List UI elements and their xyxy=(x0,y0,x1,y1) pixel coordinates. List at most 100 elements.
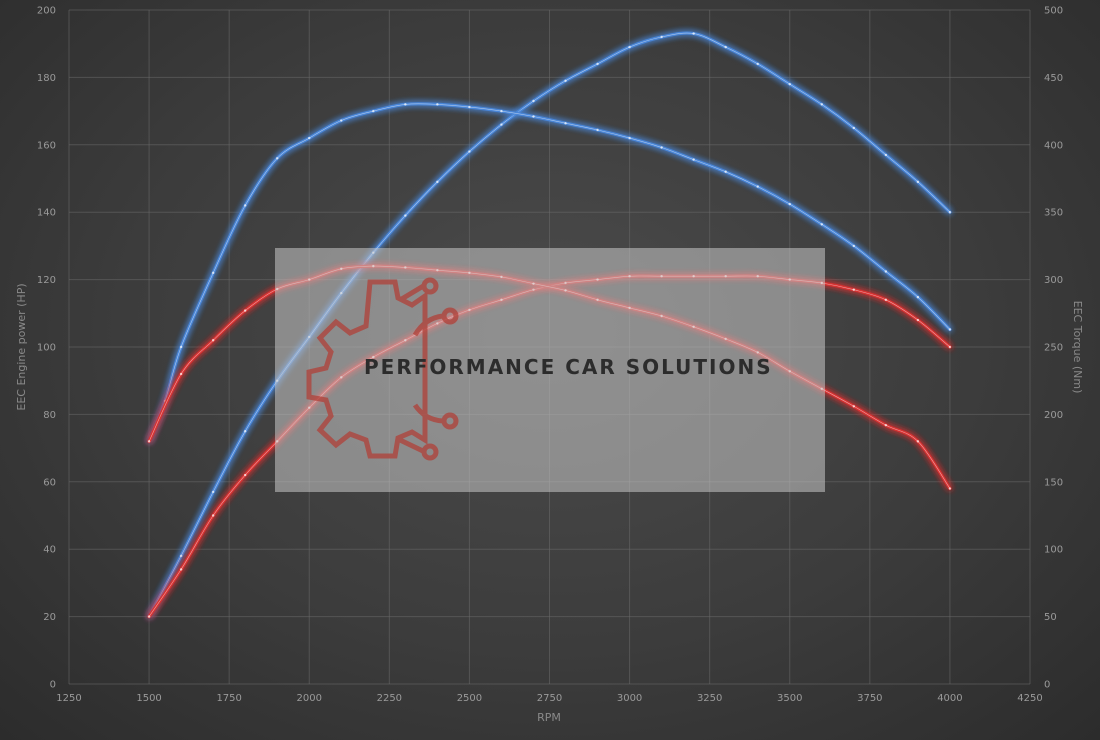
data-point xyxy=(500,109,503,113)
data-point xyxy=(884,270,888,273)
data-point xyxy=(756,62,759,66)
data-point xyxy=(147,615,151,618)
watermark-text: PERFORMANCE CAR SOLUTIONS xyxy=(364,355,773,379)
data-point xyxy=(468,150,471,153)
data-point xyxy=(596,128,599,132)
data-point xyxy=(436,103,439,106)
data-point xyxy=(372,109,375,113)
x-tick-label: 3750 xyxy=(857,693,882,704)
data-point xyxy=(532,99,535,103)
y-right-tick-label: 200 xyxy=(1044,410,1063,421)
data-point xyxy=(628,136,631,140)
data-point xyxy=(179,345,183,349)
data-point xyxy=(852,126,856,130)
data-point xyxy=(211,490,215,494)
y-right-tick-label: 500 xyxy=(1044,6,1063,17)
data-point xyxy=(211,339,215,342)
data-point xyxy=(884,153,888,157)
data-point xyxy=(724,45,727,49)
y-right-tick-label: 150 xyxy=(1044,477,1063,488)
data-point xyxy=(916,295,920,299)
y-left-tick-label: 160 xyxy=(37,140,56,151)
gear-circuit-icon xyxy=(306,277,459,461)
data-point xyxy=(211,514,215,517)
data-point xyxy=(852,288,856,291)
watermark: PERFORMANCE CAR SOLUTIONS xyxy=(275,248,825,492)
data-point xyxy=(179,372,183,376)
y-left-tick-label: 180 xyxy=(37,73,56,84)
data-point xyxy=(884,423,888,427)
data-point xyxy=(564,79,567,82)
data-point xyxy=(852,405,856,408)
y-right-tick-label: 400 xyxy=(1044,140,1063,151)
data-point xyxy=(756,185,759,188)
y-right-tick-label: 0 xyxy=(1044,680,1050,691)
x-tick-label: 4000 xyxy=(937,693,962,704)
data-point xyxy=(884,298,888,302)
y-axis-left-title: EEC Engine power (HP) xyxy=(15,283,28,410)
data-point xyxy=(147,440,151,443)
y-left-tick-label: 200 xyxy=(37,6,56,17)
data-point xyxy=(596,62,599,66)
y-left-tick-label: 140 xyxy=(37,208,56,219)
data-point xyxy=(852,244,856,248)
data-point xyxy=(788,82,791,86)
tick-labels: 1250 1500 1750 2000 2250 2500 2750 3000 3250 3500… xyxy=(37,6,1063,705)
data-point xyxy=(179,554,183,558)
x-tick-label: 1250 xyxy=(56,693,81,704)
x-tick-label: 1500 xyxy=(136,693,161,704)
data-point xyxy=(692,158,695,161)
x-tick-label: 2000 xyxy=(297,693,322,704)
data-point xyxy=(692,32,695,35)
x-tick-label: 2500 xyxy=(457,693,482,704)
x-tick-label: 3500 xyxy=(777,693,802,704)
data-point xyxy=(243,204,247,207)
y-left-tick-label: 80 xyxy=(43,410,56,421)
data-point xyxy=(916,180,920,184)
y-left-tick-label: 100 xyxy=(37,343,56,354)
x-tick-label: 2250 xyxy=(377,693,402,704)
data-point xyxy=(948,487,952,490)
data-point xyxy=(468,105,471,109)
y-left-tick-label: 40 xyxy=(43,545,56,556)
data-point xyxy=(500,123,503,126)
y-right-tick-label: 450 xyxy=(1044,73,1063,84)
data-point xyxy=(660,35,663,39)
x-tick-label: 2750 xyxy=(537,693,562,704)
x-tick-label: 3000 xyxy=(617,693,642,704)
data-point xyxy=(820,103,823,106)
data-point xyxy=(564,122,567,125)
data-point xyxy=(243,430,247,433)
y-right-tick-label: 350 xyxy=(1044,208,1063,219)
data-point xyxy=(532,115,535,118)
data-point xyxy=(660,146,663,149)
y-right-tick-label: 50 xyxy=(1044,612,1057,623)
data-point xyxy=(724,170,727,173)
y-left-tick-label: 0 xyxy=(50,680,56,691)
y-right-tick-label: 250 xyxy=(1044,343,1063,354)
x-tick-label: 4250 xyxy=(1017,693,1042,704)
data-point xyxy=(916,318,920,322)
data-point xyxy=(243,473,247,477)
data-point xyxy=(179,568,183,571)
y-right-tick-label: 100 xyxy=(1044,545,1063,556)
data-point xyxy=(788,202,791,206)
y-axis-right-title: EEC Torque (Nm) xyxy=(1071,301,1084,394)
data-point xyxy=(308,136,311,140)
y-left-tick-label: 60 xyxy=(43,477,56,488)
data-point xyxy=(948,345,952,349)
data-point xyxy=(948,211,952,214)
data-point xyxy=(404,103,407,106)
data-point xyxy=(404,214,407,217)
x-tick-label: 3250 xyxy=(697,693,722,704)
y-left-tick-label: 120 xyxy=(37,275,56,286)
data-point xyxy=(276,157,279,160)
y-right-tick-label: 300 xyxy=(1044,275,1063,286)
data-point xyxy=(243,309,247,312)
y-left-tick-label: 20 xyxy=(43,612,56,623)
x-tick-label: 1750 xyxy=(216,693,241,704)
x-axis-title: RPM xyxy=(537,711,561,724)
data-point xyxy=(820,223,823,226)
data-point xyxy=(340,119,343,122)
